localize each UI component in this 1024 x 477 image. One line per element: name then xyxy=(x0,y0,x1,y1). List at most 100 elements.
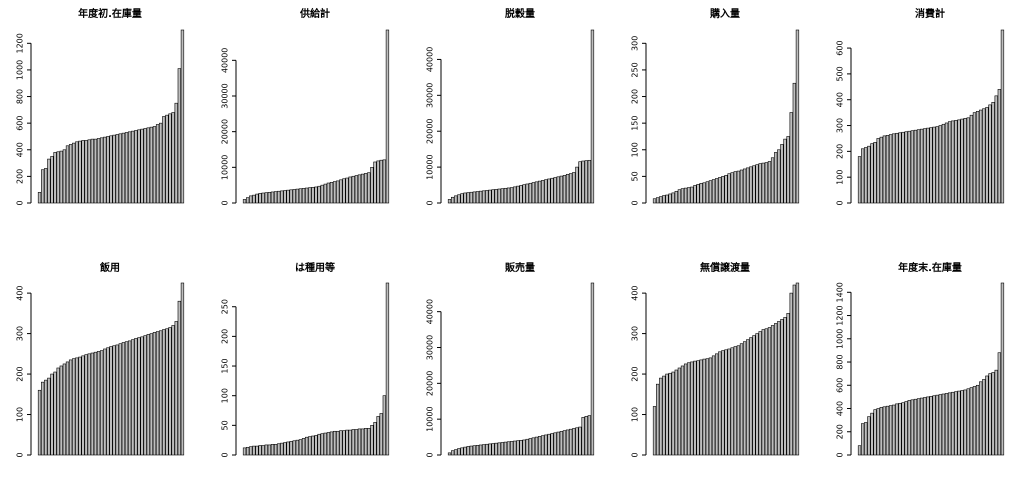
bar xyxy=(547,433,551,456)
bar xyxy=(951,391,955,456)
chart-title: 購入量 xyxy=(709,7,740,20)
bar xyxy=(168,113,172,204)
bar xyxy=(581,417,585,456)
bar xyxy=(162,329,166,456)
bar xyxy=(472,445,477,456)
bar xyxy=(320,184,324,204)
bar xyxy=(777,321,781,456)
bar xyxy=(702,358,706,456)
y-tick-label: 20000 xyxy=(221,119,230,144)
bar xyxy=(295,439,300,456)
bar xyxy=(879,407,883,456)
bar xyxy=(988,373,992,456)
y-tick-label: 10000 xyxy=(221,155,230,180)
bar xyxy=(721,176,725,204)
bar xyxy=(742,341,747,456)
bar xyxy=(941,393,946,456)
bar xyxy=(242,199,247,204)
bar xyxy=(727,348,731,456)
bar xyxy=(267,191,272,204)
bar xyxy=(966,388,970,456)
bar xyxy=(938,125,942,204)
bar xyxy=(137,337,141,456)
bar xyxy=(780,319,784,456)
bar xyxy=(90,138,95,204)
bar xyxy=(792,82,796,204)
bar xyxy=(997,89,1001,204)
bar xyxy=(966,117,970,204)
y-tick-label: 30000 xyxy=(426,83,435,108)
bar xyxy=(572,428,576,456)
bar xyxy=(488,443,492,456)
chart-title: 年度初.在庫量 xyxy=(78,7,142,20)
bar xyxy=(941,123,946,204)
bar xyxy=(975,111,980,204)
y-tick-label: 250 xyxy=(631,62,640,77)
panel: 供給計 0 10000 20000 30000 40000 xyxy=(221,7,390,206)
bar xyxy=(957,119,961,204)
bar xyxy=(41,169,45,204)
bar xyxy=(516,440,520,456)
bar xyxy=(385,29,390,204)
bar xyxy=(749,166,753,204)
bar xyxy=(115,344,119,456)
bar xyxy=(938,394,942,456)
bar xyxy=(746,339,750,456)
bar xyxy=(565,429,570,456)
bar xyxy=(78,140,82,204)
bar xyxy=(749,337,753,456)
bar xyxy=(124,132,129,204)
y-tick-label: 0 xyxy=(221,200,230,205)
bar xyxy=(572,172,576,204)
bar xyxy=(500,442,505,456)
bar xyxy=(562,175,567,204)
bar xyxy=(985,107,989,204)
bar xyxy=(298,439,303,456)
bar xyxy=(53,152,57,204)
bar xyxy=(171,112,175,204)
bar xyxy=(451,196,455,204)
bar xyxy=(926,396,930,456)
y-tick-label: 1200 xyxy=(836,305,845,325)
bar xyxy=(162,116,166,204)
bar xyxy=(357,428,362,456)
panel: 購入量 0 50 100 150 200 250 300 xyxy=(631,7,800,206)
bar xyxy=(68,359,73,456)
bar xyxy=(761,329,765,456)
bar xyxy=(370,167,374,204)
bar xyxy=(460,193,464,204)
bar xyxy=(994,369,998,456)
bar xyxy=(764,162,769,204)
bar xyxy=(345,429,349,456)
y-tick-label: 200 xyxy=(16,169,25,184)
bar xyxy=(283,190,287,204)
bar xyxy=(979,381,983,456)
bar xyxy=(370,425,374,456)
bar xyxy=(550,433,554,456)
bar xyxy=(87,353,91,456)
bar xyxy=(447,452,452,456)
bar xyxy=(910,130,915,204)
bar xyxy=(149,333,154,456)
bar xyxy=(311,187,315,204)
bar xyxy=(659,196,663,204)
bar xyxy=(696,360,700,456)
bar xyxy=(997,352,1001,456)
bar xyxy=(382,395,386,456)
bar xyxy=(106,347,110,456)
bar xyxy=(668,193,672,204)
panel: 無償譲渡量 0 100 200 300 400 xyxy=(631,261,800,458)
bar xyxy=(913,129,918,204)
bar xyxy=(72,358,76,456)
bar xyxy=(246,197,250,204)
bar xyxy=(758,331,762,456)
bar xyxy=(482,190,486,204)
bar xyxy=(379,159,383,204)
bar xyxy=(140,128,144,204)
bar xyxy=(1000,29,1005,204)
bar xyxy=(81,355,85,456)
bar xyxy=(715,178,719,204)
bar xyxy=(534,436,539,456)
bar xyxy=(898,132,902,204)
